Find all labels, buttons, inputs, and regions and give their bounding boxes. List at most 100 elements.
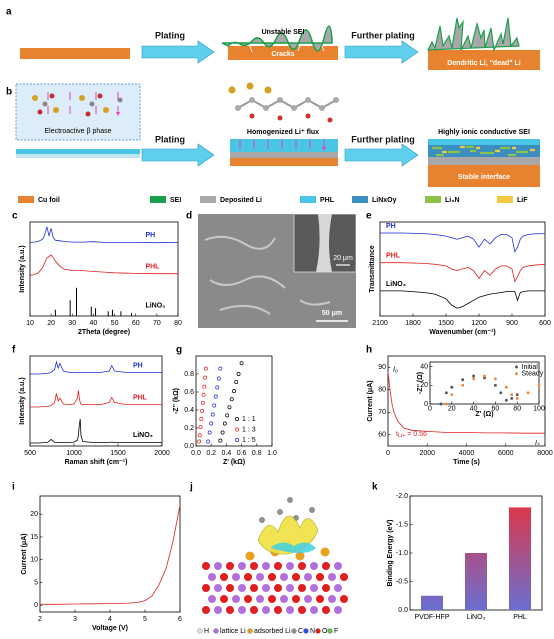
x-tick-label: 1200 (471, 320, 487, 327)
deposited-li (428, 157, 540, 165)
sei-label: Unstable SEI (262, 29, 305, 36)
atom (287, 497, 293, 503)
y-tick-label: -2.0 (396, 493, 408, 500)
flux-arrows (239, 139, 324, 149)
lif (442, 145, 535, 154)
panel-label: a (6, 7, 12, 18)
li3n (432, 145, 528, 157)
panel-label: e (366, 211, 372, 222)
x-tick-label: 0 (386, 450, 390, 457)
atom (220, 595, 228, 603)
y-axis-label: Current (μA) (21, 533, 28, 574)
y-tick-label: 0 (34, 602, 38, 609)
atom (262, 584, 270, 592)
y-tick-label: 80 (378, 387, 386, 394)
panel-label: j (189, 482, 193, 493)
atom (232, 573, 240, 581)
x-tick-label: 0.4 (222, 450, 232, 457)
legend-marker (197, 628, 203, 634)
point (200, 400, 205, 405)
atom (226, 584, 234, 592)
plot-frame (29, 221, 179, 317)
point (234, 380, 239, 385)
point (197, 433, 202, 438)
x-tick-label: 80 (513, 405, 521, 412)
atom (310, 584, 318, 592)
legend-label: Li₃N (445, 197, 460, 204)
point (526, 391, 530, 395)
point (212, 403, 217, 408)
x-tick-label: 2000 (154, 450, 170, 457)
point (493, 383, 497, 387)
atom (244, 595, 252, 603)
cu-foil (428, 50, 540, 70)
legend-marker (291, 628, 297, 634)
plot-frame (379, 221, 546, 317)
point (202, 384, 207, 389)
x-tick-label: 1.0 (267, 450, 277, 457)
atom (304, 595, 312, 603)
atom (268, 595, 276, 603)
inset-bg (430, 362, 539, 404)
atom (238, 606, 246, 614)
sei-label: Highly ionic conductive SEI (438, 129, 530, 136)
arrow (344, 40, 419, 64)
y-axis-label: -Z'' (Ω) (417, 372, 424, 394)
legend-label: O (322, 628, 328, 635)
series-label: PHL (145, 264, 160, 271)
point (510, 396, 514, 400)
step-label: Plating (155, 30, 185, 40)
legend-swatch (200, 196, 216, 203)
point (229, 397, 234, 402)
panel-d: d 20 μm 50 μm (186, 211, 357, 328)
atom (232, 595, 240, 603)
panel-label: i (12, 482, 15, 493)
atom (309, 507, 315, 513)
x-tick-label: 600 (539, 320, 551, 327)
atom (244, 573, 252, 581)
atom (295, 551, 305, 561)
x-tick-label: 0.8 (252, 450, 262, 457)
atom (256, 595, 264, 603)
y-tick-label: 40 (420, 364, 428, 371)
atom (208, 573, 216, 581)
x-tick-label: 60 (492, 405, 500, 412)
point (198, 425, 203, 430)
atom (292, 573, 300, 581)
x-tick-label: 20 (448, 405, 456, 412)
point (439, 402, 443, 406)
atom (274, 562, 282, 570)
point (222, 421, 227, 426)
x-axis-label: Z' (Ω) (475, 411, 493, 418)
panel-a: a Plating Unstable SEI Cracks Further pl… (6, 7, 540, 70)
point (450, 385, 454, 389)
y-tick-label: 0.8 (184, 371, 194, 378)
series-label: PHL (133, 394, 148, 401)
atom (280, 573, 288, 581)
atom (286, 584, 294, 592)
atom (320, 547, 330, 557)
point (461, 383, 465, 387)
phl-layer (16, 149, 140, 154)
legend-swatch (352, 196, 368, 203)
legend-marker (247, 628, 253, 634)
point (200, 408, 205, 413)
panel-label: h (366, 345, 372, 356)
x-tick-label: 0 (428, 405, 432, 412)
atom (322, 606, 330, 614)
x-tick-label: 50 (111, 320, 119, 327)
atom (277, 509, 283, 515)
legend-marker (315, 628, 321, 634)
point (215, 385, 220, 390)
y-tick-label: 90 (378, 364, 386, 371)
arrow (141, 40, 215, 64)
y-axis-label: Binding Energy (eV) (387, 520, 394, 587)
molecule-chain (228, 82, 339, 123)
x-tick-label: 20 (47, 320, 55, 327)
x-axis-label: Voltage (V) (92, 625, 128, 632)
atom (316, 595, 324, 603)
annotation-part: Li+ (398, 433, 406, 439)
legend-swatch (425, 196, 441, 203)
plot-frame (39, 495, 181, 613)
